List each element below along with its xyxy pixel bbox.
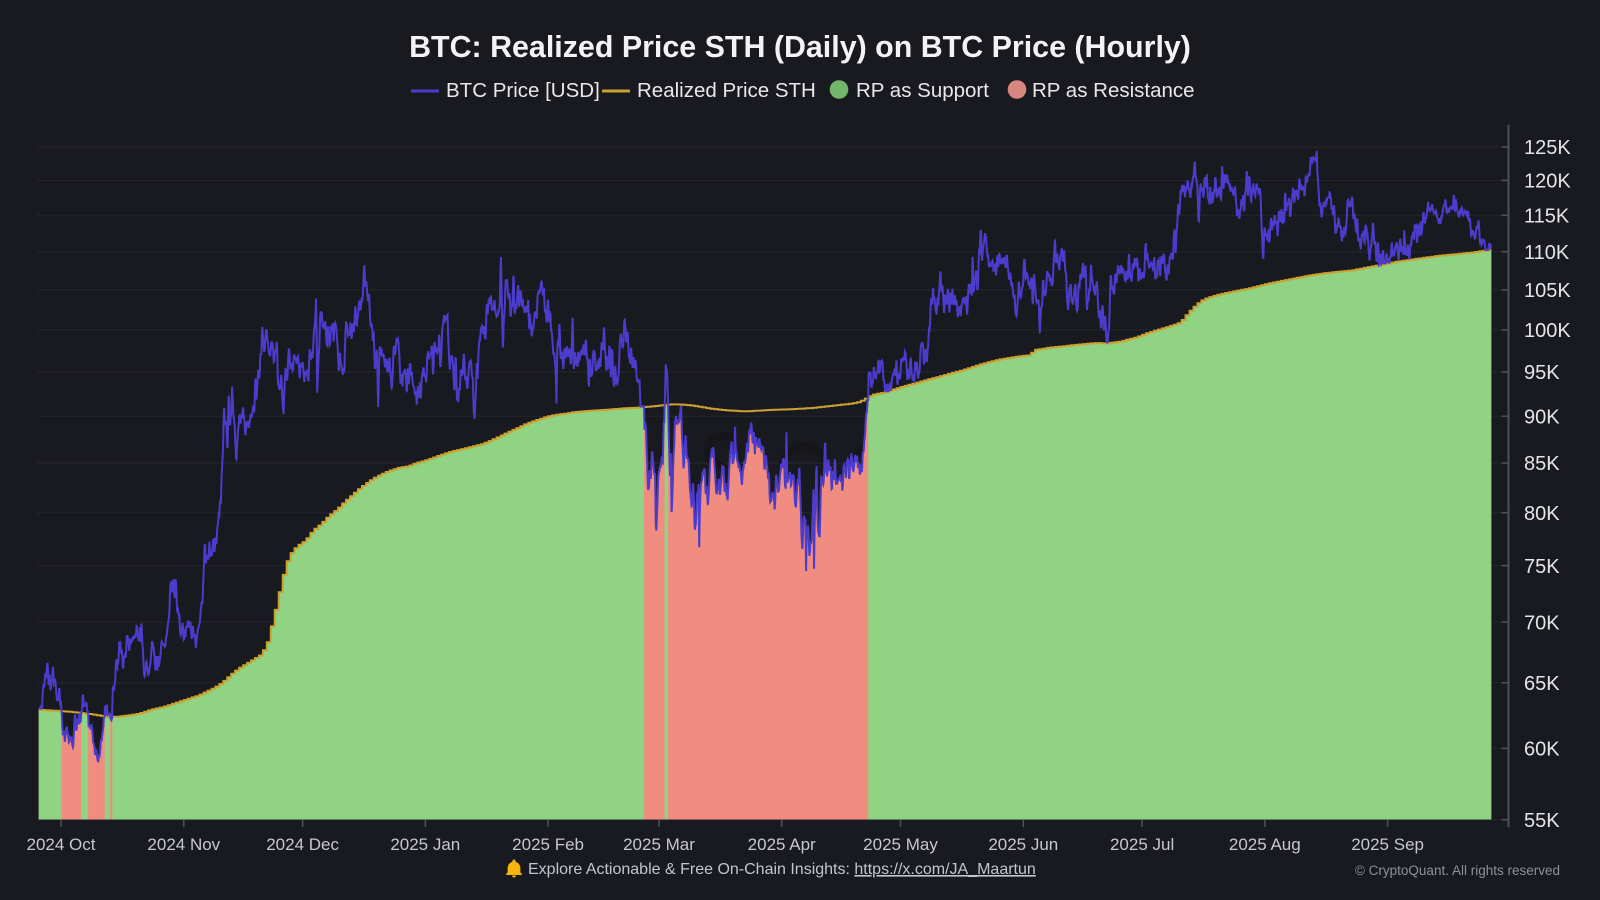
svg-text:BTC Price [USD]: BTC Price [USD] — [446, 79, 600, 102]
svg-text:2025 Aug: 2025 Aug — [1229, 835, 1301, 854]
svg-text:95K: 95K — [1524, 362, 1560, 384]
svg-text:RP as Support: RP as Support — [856, 79, 989, 102]
svg-text:120K: 120K — [1524, 171, 1571, 193]
svg-text:2025 Feb: 2025 Feb — [512, 835, 584, 854]
svg-text:2024 Nov: 2024 Nov — [147, 835, 220, 854]
svg-text:© CryptoQuant. All rights rese: © CryptoQuant. All rights reserved — [1355, 863, 1560, 878]
svg-text:125K: 125K — [1524, 137, 1571, 159]
svg-text:60K: 60K — [1524, 739, 1560, 761]
svg-text:2025 Jun: 2025 Jun — [988, 835, 1058, 854]
svg-text:65K: 65K — [1524, 673, 1560, 695]
svg-text:RP as Resistance: RP as Resistance — [1032, 79, 1195, 102]
svg-text:2025 May: 2025 May — [863, 835, 938, 854]
svg-text:2024 Oct: 2024 Oct — [27, 835, 96, 854]
svg-text:100K: 100K — [1524, 320, 1571, 342]
svg-text:2024 Dec: 2024 Dec — [266, 835, 339, 854]
svg-text:2025 Sep: 2025 Sep — [1351, 835, 1424, 854]
svg-text:2025 Apr: 2025 Apr — [748, 835, 816, 854]
svg-text:2025 Jul: 2025 Jul — [1110, 835, 1174, 854]
svg-text:55K: 55K — [1524, 810, 1560, 832]
svg-text:110K: 110K — [1524, 242, 1570, 264]
svg-text:105K: 105K — [1524, 280, 1571, 302]
svg-text:75K: 75K — [1524, 556, 1560, 578]
svg-text:70K: 70K — [1524, 612, 1560, 634]
svg-text:2025 Jan: 2025 Jan — [390, 835, 460, 854]
svg-text:115K: 115K — [1524, 206, 1570, 228]
svg-text:Realized Price STH: Realized Price STH — [637, 79, 816, 102]
svg-text:Explore Actionable & Free On-C: Explore Actionable & Free On-Chain Insig… — [528, 861, 1036, 878]
svg-text:85K: 85K — [1524, 453, 1560, 475]
svg-text:80K: 80K — [1524, 503, 1560, 525]
svg-text:90K: 90K — [1524, 406, 1560, 428]
svg-text:BTC: Realized Price STH (Daily: BTC: Realized Price STH (Daily) on BTC P… — [409, 30, 1191, 64]
svg-text:2025 Mar: 2025 Mar — [623, 835, 695, 854]
